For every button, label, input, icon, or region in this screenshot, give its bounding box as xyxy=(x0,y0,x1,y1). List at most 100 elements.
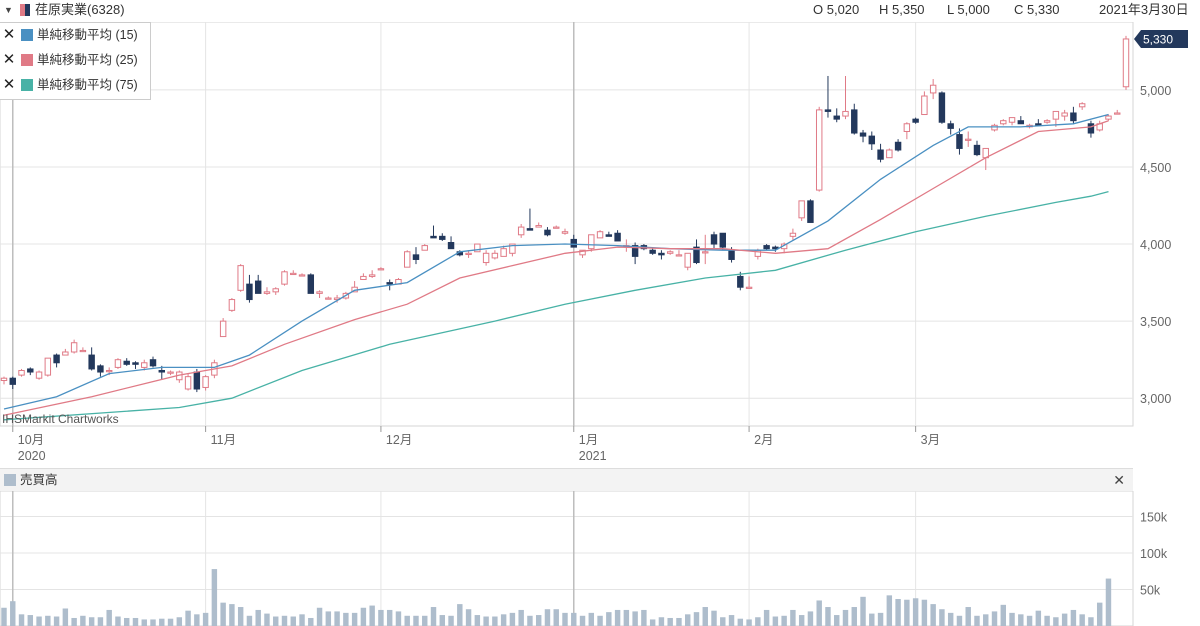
y-tick-label: 4,000 xyxy=(1140,238,1171,252)
candle xyxy=(894,139,902,152)
volume-bar xyxy=(825,607,831,626)
chevron-down-icon[interactable]: ▼ xyxy=(4,5,13,15)
candle-body-up xyxy=(1105,115,1112,120)
candle xyxy=(605,231,613,237)
volume-bar xyxy=(1,607,7,626)
candle xyxy=(710,231,718,249)
volume-bar xyxy=(167,618,174,626)
candle-body-down xyxy=(97,365,104,373)
candle xyxy=(693,239,700,265)
symbol-selector[interactable]: ▼ 荏原実業(6328) xyxy=(0,0,170,22)
volume-bar xyxy=(202,612,209,626)
current-price-tag xyxy=(1134,29,1188,48)
y-tick-label: 4,500 xyxy=(1140,161,1171,175)
candle-body-up xyxy=(798,200,805,219)
x-tick-year-label: 2021 xyxy=(579,449,607,463)
volume-bar xyxy=(351,612,358,626)
candle-body-down xyxy=(807,200,814,223)
remove-icon[interactable]: ✕ xyxy=(2,51,16,68)
candle xyxy=(570,234,577,248)
volume-bar xyxy=(343,612,349,626)
candle xyxy=(404,250,411,268)
candle-body-down xyxy=(877,149,884,160)
candle-body-down xyxy=(824,109,832,112)
remove-icon[interactable]: ✕ xyxy=(2,76,16,93)
candle-body-up xyxy=(167,371,174,374)
symbol-color-icon xyxy=(20,4,25,16)
candle xyxy=(912,117,919,124)
volume-panel-title: 売買高 xyxy=(20,473,58,487)
volume-bar xyxy=(711,610,717,626)
volume-bar xyxy=(176,617,183,626)
candle-body-down xyxy=(833,115,840,120)
candle xyxy=(465,250,472,258)
candle xyxy=(500,245,507,257)
candle-body-up xyxy=(965,138,972,141)
candle xyxy=(149,356,157,368)
candle-body-up xyxy=(79,349,87,353)
candle-body-up xyxy=(886,149,893,159)
legend-item-sma25[interactable]: ✕ 単純移動平均 (25) xyxy=(0,48,150,72)
x-tick-label: 3月 xyxy=(921,433,940,447)
volume-bar xyxy=(237,607,244,626)
candle-body-down xyxy=(728,249,735,260)
candle-body-down xyxy=(9,377,16,385)
sma-line-0 xyxy=(3,113,1109,410)
close-icon[interactable]: ✕ xyxy=(1113,472,1125,488)
candle-body-down xyxy=(631,245,639,257)
volume-bar xyxy=(816,600,822,626)
volume-bar xyxy=(273,616,279,626)
candle-body-up xyxy=(921,95,928,116)
candle-body-down xyxy=(123,360,130,365)
symbol-color-icon-2 xyxy=(25,4,30,16)
volume-bar xyxy=(842,609,849,626)
candle xyxy=(789,228,797,241)
candle xyxy=(18,368,25,377)
volume-bar xyxy=(641,609,647,626)
volume-bar xyxy=(571,612,577,626)
plot-area xyxy=(0,22,1134,427)
volume-chart[interactable]: 50k 100k 150k xyxy=(0,491,1200,626)
candle xyxy=(360,273,367,281)
candle-body-up xyxy=(325,297,332,300)
volume-bar xyxy=(500,614,507,626)
candle-body-down xyxy=(894,141,902,151)
volume-bar xyxy=(36,616,42,626)
volume-bar xyxy=(781,615,787,626)
candle-body-up xyxy=(202,376,209,388)
volume-bar xyxy=(71,617,77,626)
candle-body-up xyxy=(1114,112,1121,115)
remove-icon[interactable]: ✕ xyxy=(2,26,16,43)
open-value: O 5,020 xyxy=(813,2,860,17)
volume-bar xyxy=(80,615,86,626)
candle xyxy=(158,365,165,380)
volume-bar xyxy=(255,609,261,626)
volume-bar xyxy=(1000,604,1006,626)
price-chart[interactable]: 3,000 3,500 4,000 4,500 5,000 10月 2020 11月 12月 1月… xyxy=(0,22,1200,488)
volume-bar xyxy=(439,615,445,626)
candle-body-down xyxy=(132,362,139,365)
candle xyxy=(79,347,87,353)
volume-bar xyxy=(632,611,638,626)
volume-bar xyxy=(798,615,805,626)
candle xyxy=(956,128,963,155)
candle xyxy=(614,230,621,242)
volume-bar xyxy=(956,615,963,626)
volume-bar xyxy=(544,609,551,626)
candle-body-up xyxy=(404,251,411,268)
volume-bar xyxy=(386,609,393,626)
candle-body-up xyxy=(815,109,823,191)
candle-body-up xyxy=(360,275,367,281)
candle-body-up xyxy=(491,252,499,259)
candle-body-up xyxy=(579,249,586,256)
volume-bar xyxy=(658,617,665,626)
volume-bar xyxy=(983,614,989,626)
candle xyxy=(132,361,139,369)
legend-item-sma15[interactable]: ✕ 単純移動平均 (15) xyxy=(0,23,150,47)
candle xyxy=(97,364,104,377)
candle xyxy=(588,234,595,252)
candle-body-down xyxy=(737,275,744,288)
low-value: L 5,000 xyxy=(947,2,990,17)
legend-item-sma75[interactable]: ✕ 単純移動平均 (75) xyxy=(0,73,150,97)
x-tick-label: 11月 xyxy=(211,433,236,447)
